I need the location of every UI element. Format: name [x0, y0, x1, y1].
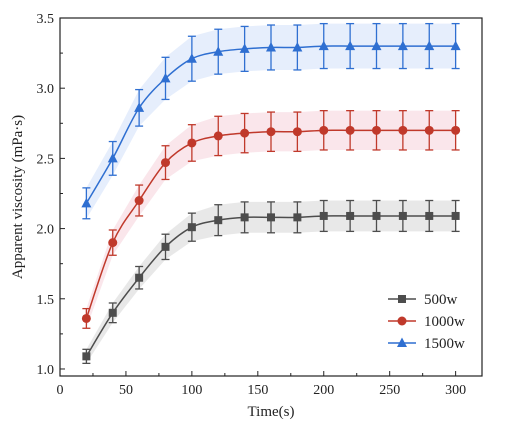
data-point-500w: [214, 216, 223, 225]
data-point-500w: [346, 211, 355, 220]
data-point-1500w: [450, 40, 461, 51]
error-band: [86, 23, 456, 219]
data-point-1000w: [187, 138, 197, 148]
y-axis-ticks: 1.0 1.5 2.0 2.5 3.0 3.5: [37, 12, 65, 378]
data-point-500w: [267, 213, 275, 222]
error-bands: [86, 23, 456, 364]
data-point-500w: [108, 308, 117, 317]
data-point-1500w: [397, 40, 408, 51]
data-point-1500w: [186, 53, 197, 63]
data-point-1500w: [134, 102, 145, 112]
y-tick-label: 3.0: [37, 82, 55, 97]
legend-label-1000w: 1000w: [424, 314, 465, 330]
data-point-1500w: [318, 40, 329, 51]
legend-label-500w: 500w: [424, 292, 458, 308]
data-point-500w: [187, 223, 196, 232]
y-tick-label: 2.5: [37, 152, 55, 167]
data-point-500w: [451, 211, 460, 220]
x-axis-label: Time(s): [248, 404, 295, 420]
plot-frame: [59, 17, 483, 377]
data-point-500w: [135, 273, 144, 282]
y-tick-label: 1.0: [37, 363, 55, 378]
data-point-1500w: [160, 72, 171, 83]
data-point-1000w: [108, 238, 118, 248]
y-tick-label: 1.5: [37, 293, 55, 308]
data-point-1500w: [371, 40, 382, 51]
data-point-1000w: [266, 127, 276, 137]
data-point-1000w: [134, 196, 144, 206]
x-tick-label: 200: [313, 383, 334, 398]
legend-marker-1000w: [397, 316, 407, 326]
data-point-1500w: [345, 40, 356, 51]
error-bars: [82, 22, 460, 365]
data-point-1000w: [398, 125, 408, 135]
x-tick-label: 0: [57, 383, 64, 398]
data-point-1000w: [292, 127, 302, 137]
legend-marker-1500w: [397, 337, 407, 347]
data-point-1000w: [424, 125, 434, 135]
x-tick-label: 50: [119, 383, 133, 398]
x-tick-label: 300: [445, 383, 466, 398]
data-point-1500w: [266, 41, 276, 52]
x-tick-label: 150: [247, 383, 268, 398]
legend-label-1500w: 1500w: [424, 336, 465, 352]
data-point-1500w: [81, 197, 92, 208]
data-point-1000w: [345, 125, 355, 135]
legend-marker-500w: [398, 295, 406, 303]
data-point-500w: [161, 242, 170, 251]
data-point-500w: [319, 211, 328, 220]
data-point-1500w: [292, 41, 303, 52]
data-point-1500w: [213, 46, 224, 56]
x-tick-label: 100: [181, 383, 202, 398]
data-point-500w: [240, 213, 249, 222]
data-point-500w: [398, 211, 407, 220]
data-point-1500w: [424, 40, 435, 51]
data-point-1000w: [213, 131, 223, 141]
data-point-1000w: [372, 125, 381, 135]
data-point-1000w: [240, 128, 250, 138]
data-point-1500w: [239, 43, 250, 53]
data-point-500w: [82, 352, 91, 361]
y-axis-label: Apparent viscosity (mPa·s): [10, 115, 26, 279]
data-point-1000w: [161, 158, 170, 168]
error-band: [86, 110, 456, 329]
legend: 500w 1000w 1500w: [382, 287, 474, 357]
error-band: [86, 200, 456, 364]
data-point-1000w: [451, 125, 461, 135]
x-axis-ticks: 0 50 100 150 200 250 300: [57, 371, 466, 398]
data-point-500w: [372, 211, 381, 220]
data-point-1000w: [81, 313, 91, 323]
data-point-1500w: [107, 152, 118, 163]
data-point-500w: [293, 213, 302, 222]
y-tick-label: 3.5: [37, 12, 55, 27]
x-tick-label: 250: [379, 383, 400, 398]
data-point-1000w: [319, 125, 329, 135]
series-markers: [81, 40, 461, 361]
y-tick-label: 2.0: [37, 223, 55, 238]
data-point-500w: [425, 211, 434, 220]
